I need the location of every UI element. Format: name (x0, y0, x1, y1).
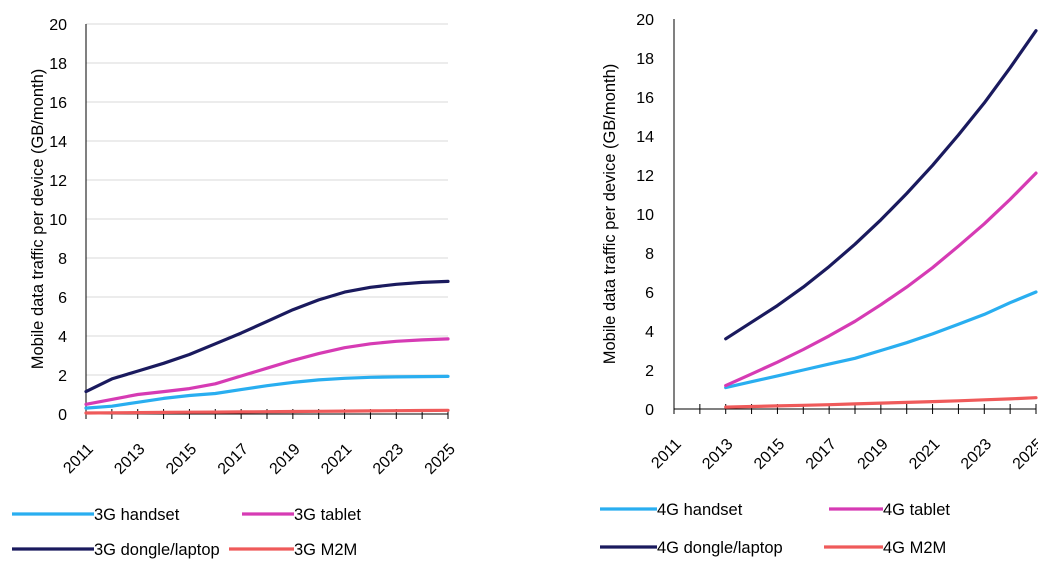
series-line-3g-tablet (84, 337, 450, 406)
legend-label: 4G handset (657, 501, 743, 519)
y-axis-label: Mobile data traffic per device (GB/month… (29, 69, 47, 370)
chart-4g: Mobile data traffic per device (GB/month… (600, 12, 1038, 557)
y-tick-label: 6 (645, 285, 654, 302)
x-tick-label: 2021 (906, 436, 943, 473)
series-line-4g-m2m (724, 396, 1038, 409)
y-axis-label: Mobile data traffic per device (GB/month… (601, 64, 619, 365)
legend: 3G handset 3G tablet 3G dongle/laptop 3G M2… (12, 506, 361, 559)
y-tick-label: 18 (49, 56, 67, 73)
y-tick-label: 10 (636, 207, 654, 224)
x-tick-label: 2011 (648, 436, 684, 472)
y-tick-label: 16 (636, 90, 654, 107)
x-tick-label: 2017 (215, 441, 252, 478)
legend-label: 3G M2M (294, 541, 357, 559)
y-tick-label: 4 (58, 329, 67, 346)
y-tick-label: 16 (49, 95, 67, 112)
y-tick-label: 6 (58, 290, 67, 307)
chart-3g: Mobile data traffic per device (GB/month… (12, 17, 459, 559)
legend-label: 4G tablet (883, 501, 950, 519)
axes (85, 24, 449, 419)
x-tick-label: 2019 (854, 436, 891, 473)
legend-label: 3G tablet (294, 506, 361, 524)
legend-label: 3G dongle/laptop (94, 541, 220, 559)
y-tick-label: 20 (49, 17, 67, 34)
y-tick-label: 2 (645, 363, 654, 380)
x-tick-label: 2023 (958, 436, 995, 473)
series-lines (724, 29, 1038, 409)
y-tick-label: 4 (645, 324, 654, 341)
legend-label: 4G M2M (883, 539, 946, 557)
x-tick-label: 2017 (803, 436, 840, 473)
legend-item: 4G handset (600, 501, 743, 519)
x-tick-label: 2025 (1010, 436, 1038, 473)
axes (673, 19, 1037, 414)
y-tick-label: 12 (49, 173, 67, 190)
x-tick-label: 2013 (111, 441, 148, 478)
y-tick-label: 12 (636, 168, 654, 185)
legend-item: 4G tablet (829, 501, 950, 519)
legend-item: 4G M2M (824, 539, 946, 557)
y-tick-label: 8 (58, 251, 67, 268)
y-tick-label: 14 (636, 129, 654, 146)
x-tick-label: 2015 (751, 436, 788, 473)
y-tick-label: 2 (58, 368, 67, 385)
y-tick-label: 14 (49, 134, 67, 151)
series-line-3g-m2m (84, 408, 450, 415)
x-tick-label: 2015 (163, 441, 200, 478)
legend-item: 4G dongle/laptop (600, 539, 783, 557)
y-tick-labels: 0 2 4 6 8 10 12 14 16 18 20 (636, 12, 654, 419)
x-tick-label: 2019 (266, 441, 303, 478)
y-tick-label: 18 (636, 51, 654, 68)
legend-item: 3G M2M (229, 541, 357, 559)
series-line-4g-dongle-laptop (724, 29, 1038, 341)
y-tick-label: 0 (58, 407, 67, 424)
legend: 4G handset 4G tablet 4G dongle/laptop 4G M2… (600, 501, 950, 557)
legend-label: 4G dongle/laptop (657, 539, 783, 557)
y-tick-label: 0 (645, 402, 654, 419)
legend-label: 3G handset (94, 506, 180, 524)
x-tick-label: 2025 (422, 441, 459, 478)
x-tick-label: 2011 (60, 441, 96, 477)
x-tick-label: 2021 (318, 441, 355, 478)
y-tick-label: 20 (636, 12, 654, 29)
series-line-4g-handset (724, 290, 1038, 390)
y-tick-labels: 0 2 4 6 8 10 12 14 16 18 20 (49, 17, 67, 424)
x-tick-label: 2023 (370, 441, 407, 478)
x-tick-labels: 2011 2013 2015 2017 2019 2021 2023 2025 (648, 436, 1038, 473)
y-tick-label: 10 (49, 212, 67, 229)
series-line-4g-tablet (724, 171, 1038, 388)
series-line-3g-handset (84, 374, 450, 410)
legend-item: 3G handset (12, 506, 180, 524)
legend-item: 3G dongle/laptop (12, 541, 220, 559)
series-line-3g-dongle-laptop (84, 279, 450, 394)
x-tick-label: 2013 (699, 436, 736, 473)
x-tick-labels: 2011 2013 2015 2017 2019 2021 2023 2025 (60, 441, 458, 478)
gridlines (86, 23, 448, 376)
y-tick-label: 8 (645, 246, 654, 263)
legend-item: 3G tablet (242, 506, 361, 524)
series-lines (84, 279, 450, 415)
